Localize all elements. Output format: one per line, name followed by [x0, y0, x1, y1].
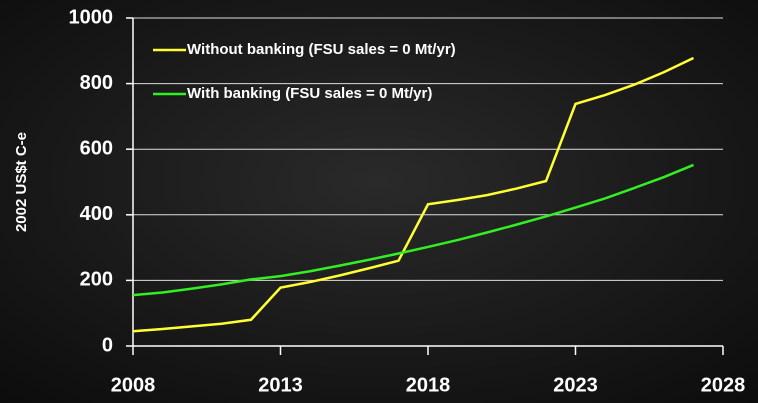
y-tick-label: 800 — [80, 72, 113, 94]
y-tick-label: 1000 — [69, 6, 114, 28]
y-tick-label: 0 — [102, 334, 113, 356]
x-tick-label: 2008 — [111, 374, 156, 396]
y-tick-label: 200 — [80, 269, 113, 291]
x-tick-label: 2028 — [701, 374, 746, 396]
x-tick-label: 2018 — [406, 374, 451, 396]
legend-label: With banking (FSU sales = 0 Mt/yr) — [187, 85, 432, 102]
x-tick-label: 2023 — [553, 374, 598, 396]
y-axis-label: 2002 US$t C-e — [13, 132, 30, 232]
data-line — [132, 163, 694, 297]
data-line — [132, 56, 695, 333]
legend-label: Without banking (FSU sales = 0 Mt/yr) — [187, 41, 456, 58]
y-tick-label: 400 — [80, 203, 113, 225]
x-tick-label: 2013 — [258, 374, 303, 396]
y-tick-label: 600 — [80, 137, 113, 159]
